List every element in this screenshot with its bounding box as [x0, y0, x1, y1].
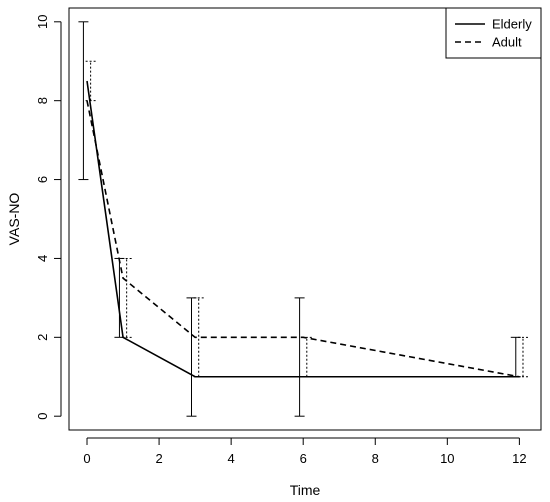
legend-label: Adult	[492, 35, 522, 50]
y-axis: 0 2 4 6 8 10	[35, 15, 62, 420]
y-tick-label: 6	[35, 176, 50, 183]
legend-box	[445, 7, 542, 59]
legend: Elderly Adult	[445, 7, 542, 59]
y-tick-label: 2	[35, 334, 50, 341]
x-tick-label: 0	[83, 451, 90, 466]
error-bars	[78, 21, 528, 417]
x-axis-title: Time	[290, 482, 321, 498]
series-lines	[86, 80, 520, 378]
y-tick-label: 10	[35, 15, 50, 29]
legend-label: Elderly	[492, 17, 532, 32]
series-line-adult	[86, 100, 520, 378]
y-tick-label: 4	[35, 255, 50, 262]
series-line-elderly	[86, 80, 520, 378]
x-axis: 0 2 4 6 8 10 12	[83, 437, 527, 466]
x-tick-label: 4	[228, 451, 235, 466]
x-tick-label: 2	[155, 451, 162, 466]
x-tick-label: 10	[440, 451, 454, 466]
x-tick-label: 12	[512, 451, 526, 466]
plot-frame	[68, 7, 542, 431]
x-tick-label: 8	[372, 451, 379, 466]
y-tick-label: 0	[35, 413, 50, 420]
y-axis-title: VAS-NO	[6, 193, 22, 246]
x-tick-label: 6	[300, 451, 307, 466]
y-tick-label: 8	[35, 97, 50, 104]
